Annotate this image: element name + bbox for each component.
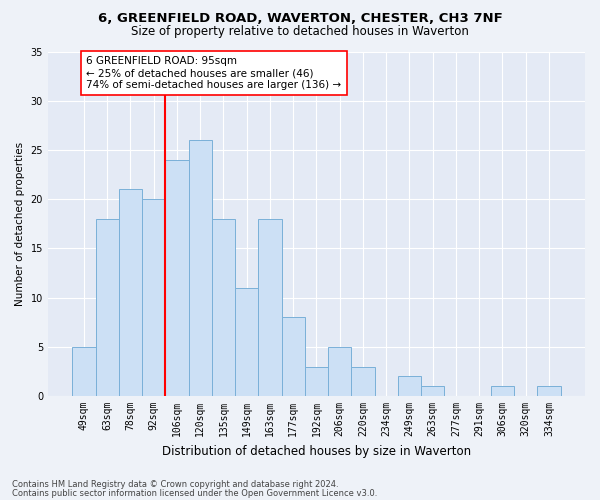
Text: 6 GREENFIELD ROAD: 95sqm
← 25% of detached houses are smaller (46)
74% of semi-d: 6 GREENFIELD ROAD: 95sqm ← 25% of detach… — [86, 56, 341, 90]
Bar — [305, 366, 328, 396]
Text: Contains public sector information licensed under the Open Government Licence v3: Contains public sector information licen… — [12, 490, 377, 498]
Bar — [95, 219, 119, 396]
Bar — [259, 219, 281, 396]
X-axis label: Distribution of detached houses by size in Waverton: Distribution of detached houses by size … — [162, 444, 471, 458]
Text: Contains HM Land Registry data © Crown copyright and database right 2024.: Contains HM Land Registry data © Crown c… — [12, 480, 338, 489]
Bar — [166, 160, 188, 396]
Bar — [119, 190, 142, 396]
Text: 6, GREENFIELD ROAD, WAVERTON, CHESTER, CH3 7NF: 6, GREENFIELD ROAD, WAVERTON, CHESTER, C… — [98, 12, 502, 26]
Bar — [398, 376, 421, 396]
Bar — [212, 219, 235, 396]
Bar — [352, 366, 374, 396]
Bar — [328, 347, 352, 396]
Bar — [188, 140, 212, 396]
Y-axis label: Number of detached properties: Number of detached properties — [15, 142, 25, 306]
Bar — [421, 386, 445, 396]
Bar — [538, 386, 560, 396]
Bar — [142, 199, 166, 396]
Bar — [73, 347, 95, 396]
Text: Size of property relative to detached houses in Waverton: Size of property relative to detached ho… — [131, 25, 469, 38]
Bar — [235, 288, 259, 396]
Bar — [491, 386, 514, 396]
Bar — [281, 318, 305, 396]
